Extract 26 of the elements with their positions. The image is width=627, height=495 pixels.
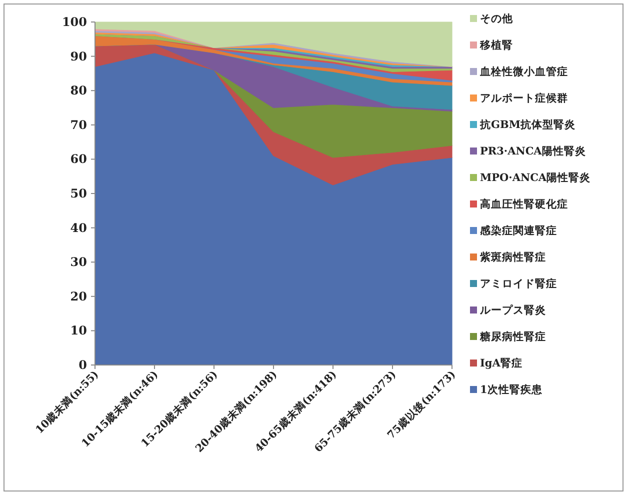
y-tick-label: 0 [78,358,87,372]
y-tick-label: 100 [62,15,87,29]
y-tick-label: 20 [70,289,87,304]
legend-label: 抗GBM抗体型腎炎 [479,118,576,131]
legend-label: 糖尿病性腎症 [479,330,546,343]
y-tick-label: 10 [70,324,87,338]
y-tick-label: 40 [70,220,87,235]
legend-label: 移植腎 [479,38,513,52]
legend-label: 感染症関連腎症 [479,224,557,237]
legend-label: アミロイド腎症 [480,277,557,290]
y-tick-label: 70 [70,118,87,132]
legend-label: 高血圧性腎硬化症 [480,198,568,210]
legend-label: 紫斑病性腎症 [479,250,546,264]
y-tick-label: 90 [70,49,87,64]
legend-label: 血栓性微小血管症 [479,65,568,78]
y-tick-label: 30 [70,255,87,270]
legend-label: MPO·ANCA陽性腎炎 [480,171,591,184]
legend-label: IgA腎症 [480,356,522,370]
legend-label: アルポート症候群 [480,92,568,104]
legend-label: PR3·ANCA陽性腎炎 [480,144,586,158]
y-tick-label: 60 [70,152,87,166]
legend-label: ループス腎炎 [479,304,546,316]
legend-label: 1次性腎疾患 [480,383,544,396]
legend-label: その他 [480,12,514,25]
y-tick-label: 50 [70,186,87,200]
y-tick-label: 80 [70,84,87,98]
